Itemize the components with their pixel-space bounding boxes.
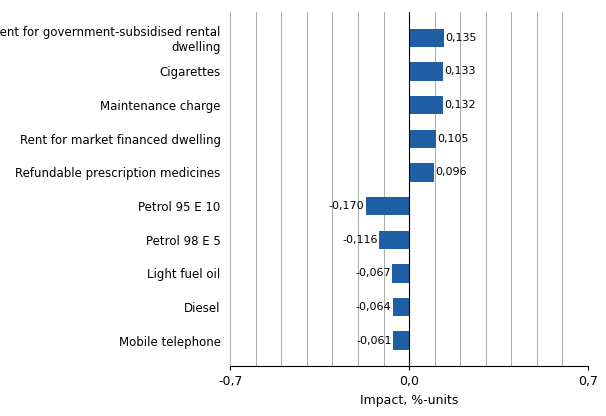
Bar (393, 298, 409, 316)
Text: -0,067: -0,067 (355, 268, 391, 278)
Text: 0,132: 0,132 (444, 100, 476, 110)
Bar (379, 230, 409, 249)
Text: -0,116: -0,116 (342, 235, 378, 245)
Bar (409, 62, 443, 81)
Text: 0,105: 0,105 (437, 134, 468, 144)
Bar (409, 163, 433, 182)
Bar (409, 129, 436, 148)
Text: 0,135: 0,135 (445, 33, 476, 43)
Bar (409, 29, 444, 47)
Text: 0,096: 0,096 (435, 168, 467, 178)
Text: 0,133: 0,133 (444, 67, 476, 77)
Text: -0,064: -0,064 (356, 302, 391, 312)
Bar (392, 264, 409, 283)
Text: -0,170: -0,170 (328, 201, 364, 211)
Bar (365, 197, 409, 215)
Bar (409, 96, 443, 114)
X-axis label: Impact, %-units: Impact, %-units (360, 394, 458, 407)
Bar (393, 332, 409, 350)
Text: -0,061: -0,061 (357, 336, 392, 346)
